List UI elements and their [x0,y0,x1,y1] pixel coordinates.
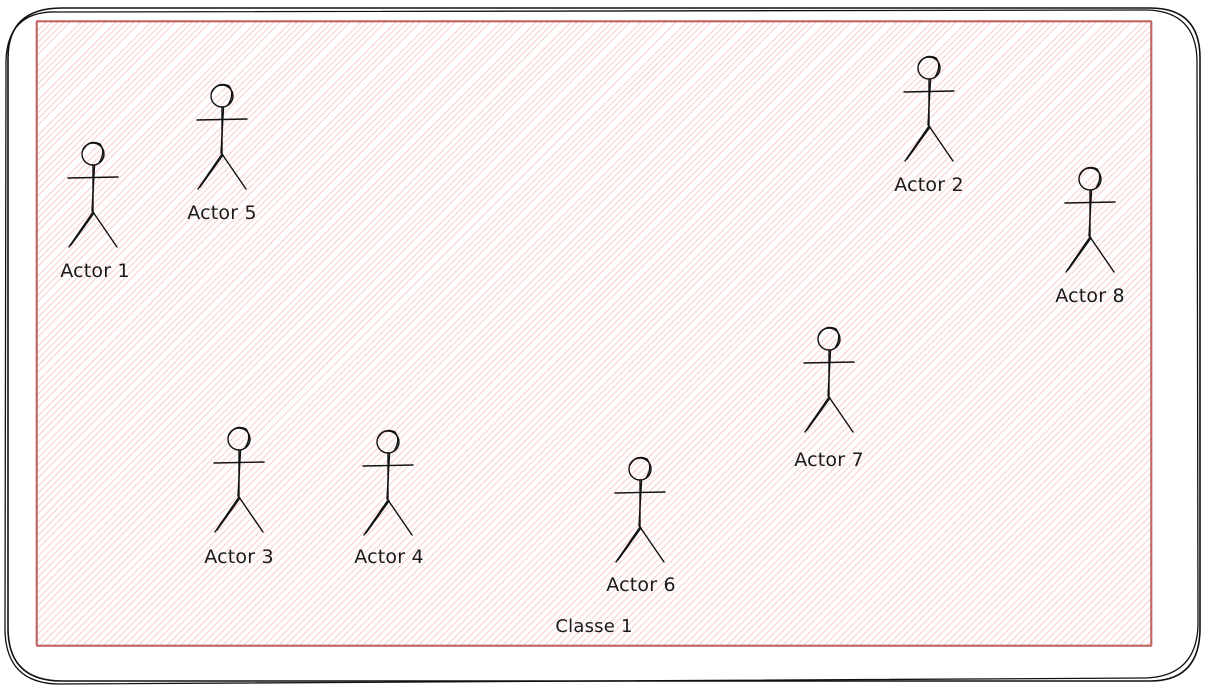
actor-4-figure[interactable] [362,429,414,536]
actor-8-figure[interactable] [1064,166,1116,273]
actor-3-label: Actor 3 [204,546,274,568]
actor-5-label: Actor 5 [187,202,257,224]
actor-8-label: Actor 8 [1055,285,1125,307]
actor-2-label: Actor 2 [894,174,964,196]
actor-5-figure[interactable] [196,83,248,190]
actor-6-label: Actor 6 [606,574,676,596]
outer-frame [4,7,1201,685]
actor-7-label: Actor 7 [794,449,864,471]
actor-6-figure[interactable] [614,456,666,563]
actor-3-figure[interactable] [213,426,265,533]
actor-7-figure[interactable] [803,326,855,433]
actor-1-figure[interactable] [67,141,119,248]
actor-4-label: Actor 4 [354,546,424,568]
container-label: Classe 1 [555,616,633,637]
actor-2-figure[interactable] [903,55,955,162]
container-border[interactable] [35,20,1153,647]
actor-1-label: Actor 1 [60,260,130,282]
